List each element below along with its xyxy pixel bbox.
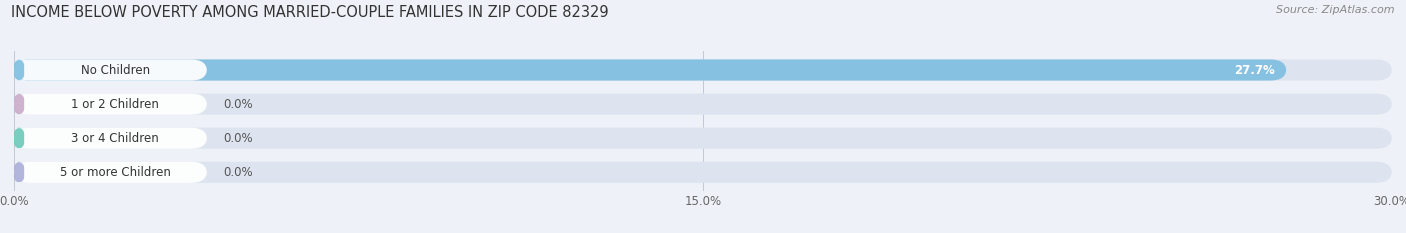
FancyBboxPatch shape — [14, 93, 207, 115]
FancyBboxPatch shape — [14, 93, 1392, 115]
Text: INCOME BELOW POVERTY AMONG MARRIED-COUPLE FAMILIES IN ZIP CODE 82329: INCOME BELOW POVERTY AMONG MARRIED-COUPL… — [11, 5, 609, 20]
FancyBboxPatch shape — [14, 128, 1392, 149]
Text: No Children: No Children — [80, 64, 149, 76]
FancyBboxPatch shape — [14, 128, 24, 149]
Text: 0.0%: 0.0% — [224, 98, 253, 111]
Text: 27.7%: 27.7% — [1234, 64, 1275, 76]
Text: 0.0%: 0.0% — [224, 166, 253, 179]
Text: 1 or 2 Children: 1 or 2 Children — [72, 98, 159, 111]
Text: 5 or more Children: 5 or more Children — [59, 166, 170, 179]
Text: 3 or 4 Children: 3 or 4 Children — [72, 132, 159, 145]
FancyBboxPatch shape — [14, 59, 207, 81]
FancyBboxPatch shape — [14, 162, 24, 183]
FancyBboxPatch shape — [14, 59, 1392, 81]
FancyBboxPatch shape — [14, 162, 1392, 183]
FancyBboxPatch shape — [14, 59, 24, 81]
FancyBboxPatch shape — [14, 93, 24, 115]
Text: Source: ZipAtlas.com: Source: ZipAtlas.com — [1277, 5, 1395, 15]
FancyBboxPatch shape — [14, 128, 207, 149]
FancyBboxPatch shape — [14, 162, 207, 183]
FancyBboxPatch shape — [14, 59, 1286, 81]
Text: 0.0%: 0.0% — [224, 132, 253, 145]
